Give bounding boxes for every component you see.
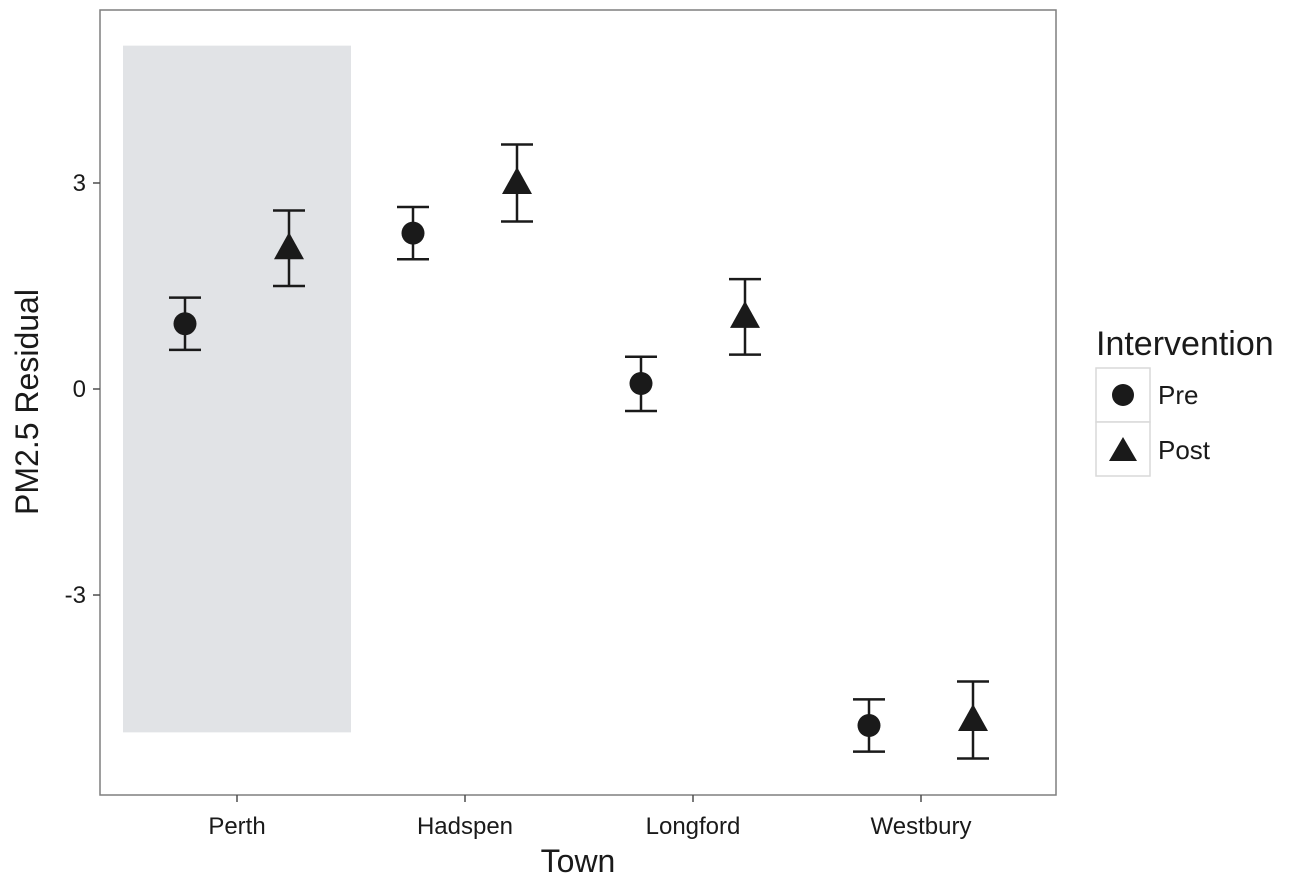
plot-marks	[169, 143, 989, 760]
y-tick-label-0: 0	[73, 376, 86, 403]
x-tick-label-westbury: Westbury	[871, 813, 972, 840]
point-post-perth	[274, 232, 304, 260]
y-tick-label--3: -3	[65, 582, 86, 609]
point-pre-hadspen	[401, 221, 425, 245]
y-axis-title: PM2.5 Residual	[9, 289, 45, 515]
point-pre-westbury	[857, 713, 881, 737]
legend: Intervention Pre Post	[1095, 325, 1274, 477]
highlight-band	[123, 45, 351, 733]
point-post-hadspen	[502, 166, 532, 194]
point-pre-longford	[629, 372, 653, 396]
x-tick-label-perth: Perth	[208, 813, 265, 840]
point-post-westbury	[958, 703, 988, 731]
x-axis: Perth Hadspen Longford Westbury	[208, 795, 971, 840]
point-post-longford	[730, 300, 760, 328]
panel-border	[99, 9, 1057, 796]
legend-key-triangle-post	[1109, 437, 1137, 461]
point-pre-perth	[173, 312, 197, 336]
x-tick-label-hadspen: Hadspen	[417, 813, 513, 840]
legend-label-pre: Pre	[1158, 380, 1198, 410]
legend-title: Intervention	[1096, 325, 1274, 363]
y-axis: -3 0 3	[65, 170, 100, 609]
legend-label-post: Post	[1158, 435, 1211, 465]
x-axis-title: Town	[541, 843, 616, 879]
legend-key-box-post	[1095, 421, 1151, 477]
x-tick-label-longford: Longford	[646, 813, 741, 840]
y-tick-label-3: 3	[73, 170, 86, 197]
legend-key-circle-pre	[1112, 384, 1134, 406]
